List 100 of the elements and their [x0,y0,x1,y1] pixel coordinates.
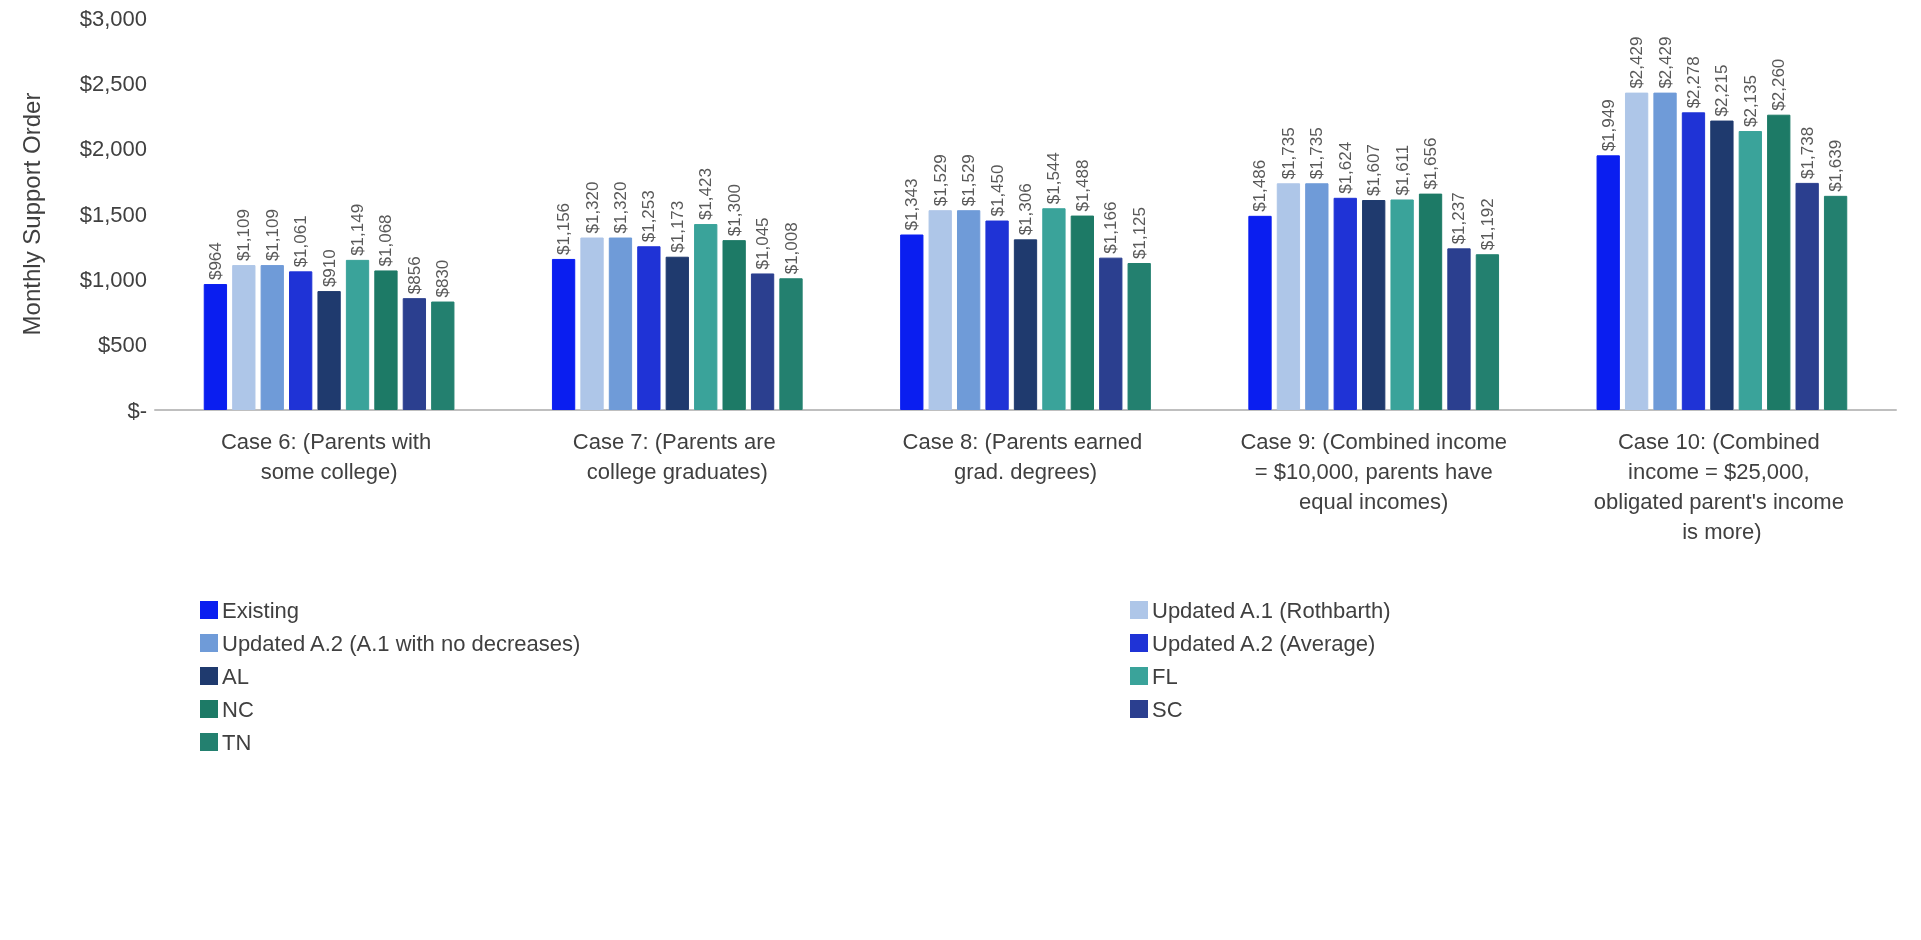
data-label: $1,166 [1101,201,1121,254]
bar [289,271,313,410]
bar [431,301,455,410]
x-tick-label: Case 7: (Parents are college graduates) [572,428,782,484]
data-label: $830 [433,259,453,298]
bar [1447,248,1471,410]
bar [1596,155,1620,410]
bar [1823,195,1848,410]
data-label: $1,068 [376,214,396,267]
data-label: $1,192 [1477,198,1497,251]
bar [779,278,803,410]
legend-label: AL [222,663,249,689]
bar [722,240,746,410]
y-tick-label: $2,500 [79,70,147,96]
bar [402,298,427,410]
bar [1276,183,1301,410]
data-label: $964 [205,242,225,281]
data-label: $1,735 [1307,127,1327,180]
data-label: $1,486 [1250,159,1270,212]
data-label: $1,173 [667,200,687,253]
data-label: $1,149 [348,203,368,256]
bar [1248,215,1272,410]
bar [1042,208,1066,410]
data-label: $1,735 [1278,127,1298,180]
bar [1624,92,1649,410]
bar [1475,254,1500,410]
data-label: $1,450 [987,164,1007,217]
x-tick-label: Case 6: (Parents with some college) [220,428,438,484]
bar [900,234,924,410]
data-label: $2,278 [1683,56,1703,109]
bar [1710,120,1734,410]
bar [1418,193,1443,410]
data-label: $1,306 [1016,183,1035,236]
bar [1127,263,1151,410]
data-label: $1,624 [1335,141,1355,194]
legend-label: Updated A.1 (Rothbarth) [1152,597,1391,623]
data-label: $1,109 [234,209,254,262]
bar [551,258,576,410]
bar [637,246,661,410]
data-label: $1,738 [1797,126,1817,179]
bar [345,259,370,410]
bar [694,224,718,410]
data-label: $910 [319,249,339,288]
bar [232,265,256,410]
data-label: $1,320 [610,181,630,234]
bar [957,210,981,410]
data-label: $1,544 [1044,152,1064,205]
legend-label: Existing [222,597,300,623]
bar [1333,197,1357,410]
bar [1099,257,1123,410]
bar [1795,182,1819,410]
data-label: $1,611 [1392,144,1412,196]
legend-label: SC [1152,696,1183,722]
bar [665,256,689,410]
y-tick-label: $500 [98,332,147,358]
bar [1390,199,1414,410]
bar [1767,114,1791,410]
data-label: $1,949 [1598,99,1618,152]
x-tick-label: Case 9: (Combined income = $10,000, parents have equal incomes) [1240,428,1507,514]
y-tick-label: $2,000 [79,136,147,162]
data-label: $856 [404,256,424,295]
bar [608,237,633,410]
data-label: $1,125 [1129,207,1149,259]
data-label: $2,429 [1627,36,1647,89]
data-label: $1,529 [959,154,979,207]
data-label: $1,488 [1072,159,1092,212]
x-tick-label: Case 10: (Combined income = $25,000, obligated parent's income is more) [1593,428,1850,544]
bar [1013,239,1038,410]
data-label: $1,320 [582,181,602,234]
x-tick-label: Case 8: (Parents earned grad. degrees) [902,428,1149,484]
data-label: $2,260 [1769,58,1789,111]
bar [928,210,952,410]
legend-label: Updated A.2 (A.1 with no decreases) [222,630,581,656]
bar [1305,183,1329,410]
data-label: $2,429 [1655,36,1675,89]
data-label: $1,423 [696,168,716,221]
bar [1738,131,1762,410]
legend-label: FL [1152,663,1178,689]
bar [374,270,398,410]
bar [1653,92,1677,410]
data-label: $2,135 [1740,75,1760,128]
y-axis-title: Monthly Support Order [17,92,45,336]
y-tick-label: $1,500 [79,201,147,227]
y-tick-label: $1,000 [79,266,147,292]
y-tick-label: $- [127,397,147,423]
bar [1070,215,1094,410]
bar [1681,112,1706,410]
bar [317,291,341,410]
data-label: $1,343 [902,178,922,231]
data-label: $1,656 [1421,137,1441,190]
bar [260,265,284,410]
legend-label: Updated A.2 (Average) [1152,630,1376,656]
data-label: $2,215 [1712,64,1732,117]
data-label: $1,607 [1364,144,1384,197]
bar [580,237,604,410]
data-label: $1,109 [262,209,282,262]
bar [750,273,775,410]
data-label: $1,156 [554,202,574,255]
bar [985,220,1009,410]
data-label: $1,529 [930,154,950,207]
